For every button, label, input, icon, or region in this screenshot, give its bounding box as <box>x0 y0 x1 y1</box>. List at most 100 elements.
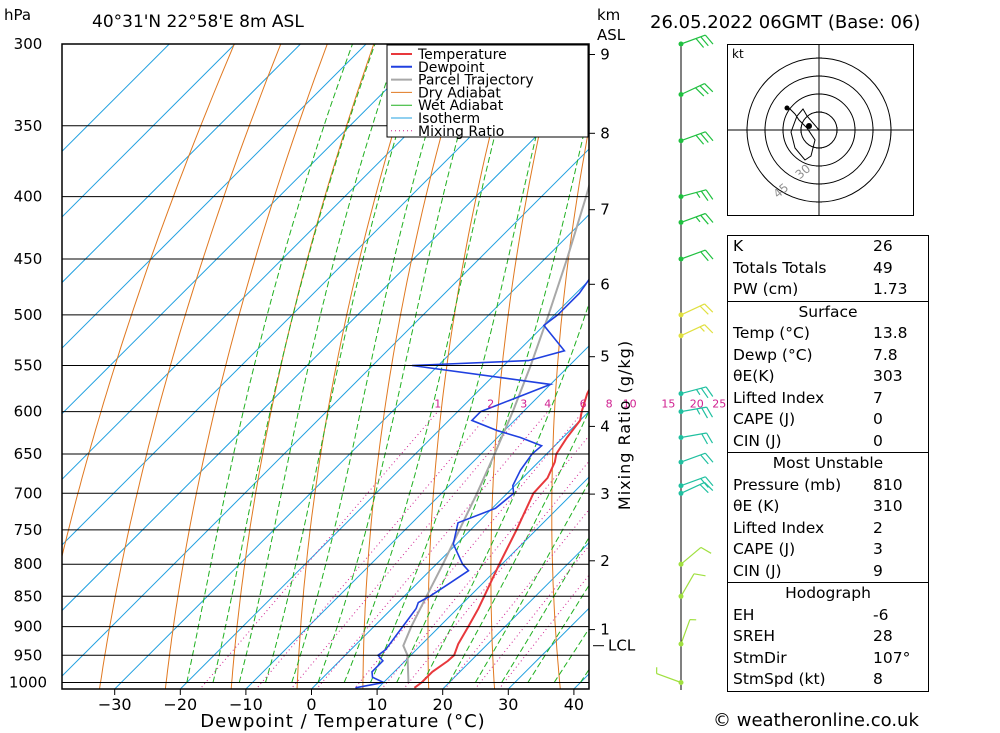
dry-adiabat-line <box>668 7 706 708</box>
legend-label: Temperature <box>417 47 507 63</box>
hodograph-unit: kt <box>732 47 744 61</box>
mixing-ratio-label: 15 <box>661 398 675 411</box>
wind-barb-flag <box>700 387 709 399</box>
asl-label: ASL <box>597 26 626 44</box>
wind-barb-staff <box>680 324 705 337</box>
isotherm-line <box>62 44 367 349</box>
km-tick-label: 8 <box>600 124 610 142</box>
mixing-ratio-label: 6 <box>580 398 587 411</box>
dry-adiabat-line <box>427 44 514 689</box>
hodo-row-stmspd: StmSpd (kt) 8 <box>733 670 883 688</box>
dry-adiabat-line <box>296 44 421 689</box>
wind-barb-staff <box>680 452 706 463</box>
legend-label: Dry Adiabat <box>418 85 501 101</box>
wind-barb-flag <box>699 305 709 315</box>
wet-adiabat-line <box>212 44 376 683</box>
wind-barb-flag <box>693 573 706 577</box>
km-tick-label: 6 <box>600 275 610 293</box>
dry-adiabat-line <box>164 44 328 689</box>
wind-barb-flag <box>704 476 714 487</box>
wind-barb-flag <box>704 303 714 313</box>
wind-barb-flag <box>704 324 714 334</box>
wet-adiabat-line <box>370 44 560 683</box>
pressure-tick-label: 400 <box>14 188 43 206</box>
wind-barb-flag <box>704 131 714 142</box>
wind-barb-flag <box>700 214 709 225</box>
mixing-ratio-line <box>402 460 589 689</box>
hodograph-storm-marker <box>806 123 812 129</box>
pressure-tick-label: 700 <box>14 484 43 502</box>
wind-barb <box>678 34 714 48</box>
x-tick-label: −30 <box>98 695 132 714</box>
wind-barb <box>678 83 714 97</box>
wind-barb-staff <box>680 619 691 645</box>
surface-title: Surface <box>728 300 928 324</box>
wind-barb <box>678 452 714 465</box>
pressure-tick-label: 500 <box>14 306 43 324</box>
wind-barb <box>678 386 714 399</box>
wind-barb-staff <box>680 83 705 96</box>
dry-adiabat-line <box>362 44 468 689</box>
wind-barb-halfflag <box>699 326 705 332</box>
mixing-ratio-label: 2 <box>487 398 494 411</box>
hodo-row-eh: EH -6 <box>733 605 889 624</box>
mixing-ratio-label: 1 <box>434 398 441 411</box>
mixing-ratio-label: 3 <box>520 398 527 411</box>
wind-barb <box>678 212 714 225</box>
isotherm-line <box>62 44 302 284</box>
wind-barb-staff <box>680 573 695 597</box>
indices-table: K 26 Totals Totals 49 PW (cm) 1.73 Surface … <box>727 235 929 692</box>
wind-barb-flag <box>699 85 709 95</box>
dry-adiabat-line <box>490 44 561 689</box>
mixing-ratio-line <box>255 411 492 689</box>
wind-barb-flag <box>704 83 714 93</box>
surface-row-cape: CAPE (J) 0 <box>733 410 883 428</box>
wind-barb-flag <box>705 189 714 200</box>
wind-barb <box>678 249 714 262</box>
copyright[interactable]: © weatheronline.co.uk <box>713 710 919 731</box>
wind-barb-staff <box>680 212 706 223</box>
mixing-ratio-line <box>316 411 549 689</box>
wind-barb-halfflag <box>696 408 701 415</box>
pressure-tick-label: 850 <box>14 587 43 605</box>
dry-adiabat-line <box>230 44 375 689</box>
hodograph-table-title: Hodograph <box>728 582 928 605</box>
surface-row-cin: CIN (J) 0 <box>733 431 883 450</box>
pressure-tick-label: 900 <box>14 618 43 636</box>
pressure-tick-label: 450 <box>14 250 43 268</box>
legend-label: Parcel Trajectory <box>418 73 534 89</box>
legend-label: Wet Adiabat <box>418 98 504 114</box>
wind-barb-flag <box>695 38 705 48</box>
wind-barb-staff <box>680 476 706 487</box>
index-row-pw: PW (cm) 1.73 <box>733 280 908 298</box>
parcel-series <box>402 182 589 683</box>
mixing-ratio-label: 10 <box>623 398 637 411</box>
km-tick-label: 9 <box>600 46 610 64</box>
dry-adiabat-line <box>930 7 1000 708</box>
surface-row-dewp: Dewp (°C) 7.8 <box>733 345 898 364</box>
mu-row-pressure: Pressure (mb) 810 <box>733 475 903 494</box>
wind-barb-flag <box>706 432 714 444</box>
km-tick-label: 3 <box>600 485 610 503</box>
index-row-k: K 26 <box>733 237 893 255</box>
dry-adiabat-line <box>62 44 235 559</box>
legend-label: Isotherm <box>418 111 480 127</box>
wind-barb <box>678 303 714 318</box>
x-tick-label: 20 <box>433 695 453 714</box>
wind-barb <box>678 189 714 202</box>
datetime-title: 26.05.2022 06GMT (Base: 06) <box>650 12 921 33</box>
mixing-ratio-line <box>474 545 589 689</box>
isotherm-line <box>62 44 236 218</box>
mixing-ratio-axis-title: Mixing Ratio (g/kg) <box>615 340 634 510</box>
pressure-tick-label: 1000 <box>9 674 47 692</box>
index-row-totals: Totals Totals 49 <box>733 258 893 277</box>
dry-adiabat-line <box>99 44 282 689</box>
km-label: km <box>597 6 621 24</box>
wind-barb <box>678 131 714 145</box>
isotherm-line <box>62 148 589 677</box>
mixing-ratio-label: 25 <box>712 398 726 411</box>
x-tick-label: −20 <box>163 695 197 714</box>
wind-barb-flag <box>706 406 714 418</box>
pressure-tick-label: 650 <box>14 445 43 463</box>
